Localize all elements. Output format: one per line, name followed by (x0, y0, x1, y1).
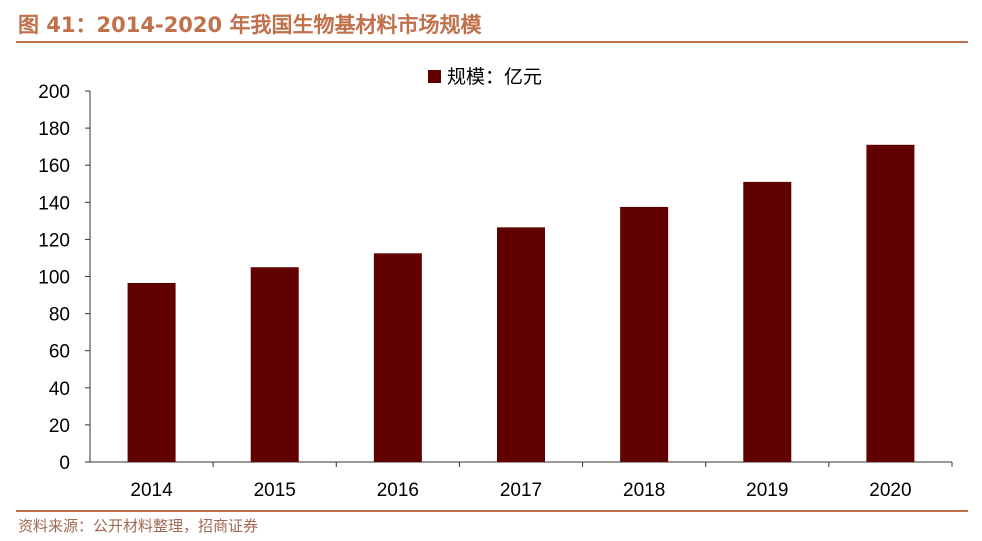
legend: 规模：亿元 (428, 66, 542, 88)
y-tick-label: 120 (38, 230, 70, 251)
x-tick-label: 2014 (130, 480, 173, 501)
y-tick-label: 180 (38, 119, 70, 140)
legend-label: 规模：亿元 (447, 66, 542, 88)
bar (373, 253, 422, 462)
bar (127, 282, 176, 462)
bar (866, 144, 915, 463)
y-tick-label: 80 (49, 305, 70, 326)
x-tick-label: 2019 (746, 480, 788, 501)
y-tick-label: 40 (49, 379, 70, 400)
source-note: 资料来源：公开材料整理，招商证券 (18, 517, 259, 535)
y-tick-label: 140 (38, 193, 70, 214)
bar (743, 181, 792, 462)
x-tick-label: 2015 (254, 480, 296, 501)
y-tick-label: 160 (38, 156, 70, 177)
y-tick-label: 20 (49, 416, 70, 437)
x-tick-label: 2017 (500, 480, 542, 501)
figure-title: 图 41：2014-2020 年我国生物基材料市场规模 (18, 13, 482, 37)
title-divider (16, 41, 968, 43)
tick-labels: 0 20 40 60 80 100 120 140 160 180 200 2014 2015 2016 2… (38, 82, 911, 501)
legend-swatch (428, 70, 441, 83)
x-tick-label: 2018 (623, 480, 665, 501)
bar (497, 227, 545, 462)
bar (250, 267, 299, 462)
y-tick-label: 60 (49, 342, 70, 363)
source-divider (16, 510, 968, 512)
bars (127, 144, 915, 463)
x-tick-label: 2020 (869, 480, 911, 501)
bar (620, 206, 669, 462)
y-tick-label: 200 (38, 82, 70, 103)
y-tick-label: 0 (59, 453, 70, 474)
y-tick-label: 100 (38, 268, 70, 289)
x-tick-label: 2016 (377, 480, 419, 501)
